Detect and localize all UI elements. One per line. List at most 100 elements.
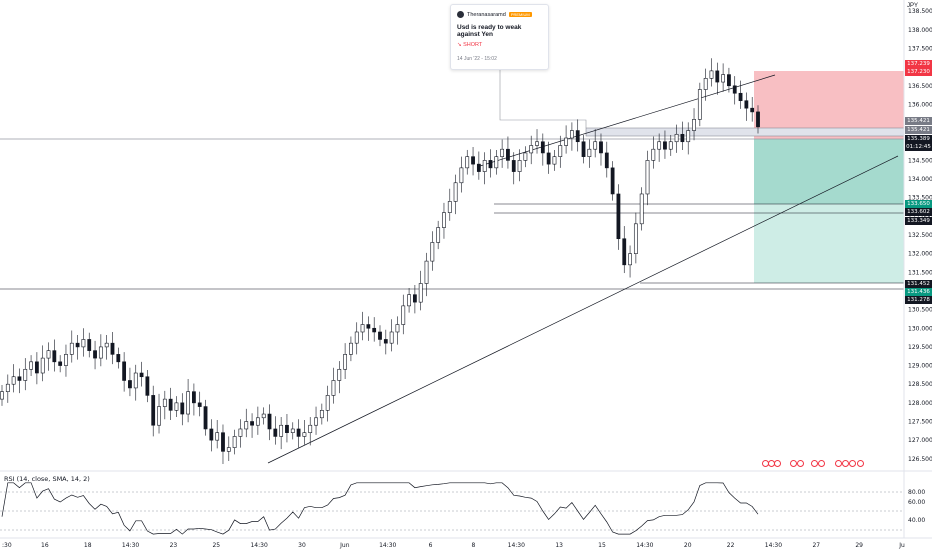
candle-body[interactable] [29,362,32,369]
candle-body[interactable] [698,90,701,120]
candle-body[interactable] [285,425,288,432]
candle-body[interactable] [687,131,690,142]
time-axis[interactable]: :30 16 18 14:30 23 25 14:30 30 Jun 14:30 6 8 14:30 13… [2,542,905,549]
candle-body[interactable] [140,373,143,377]
price-tag[interactable]: 135.421 [905,117,932,125]
candle-body[interactable] [262,414,265,418]
candle-body[interactable] [756,112,759,127]
candle-body[interactable] [163,399,166,406]
candle-body[interactable] [477,164,480,171]
event-flag-icon[interactable] [835,460,842,467]
candle-body[interactable] [291,429,294,433]
candle-body[interactable] [274,429,277,436]
candle-body[interactable] [402,306,405,325]
candle-body[interactable] [128,380,131,387]
idea-author[interactable]: Theranasaramd [467,12,506,18]
candle-body[interactable] [181,403,184,414]
candle-body[interactable] [59,362,62,366]
candle-body[interactable] [495,157,498,168]
candle-body[interactable] [692,119,695,130]
candle-body[interactable] [268,414,271,429]
candle-body[interactable] [70,343,73,354]
candle-body[interactable] [82,339,85,346]
candle-body[interactable] [594,142,597,149]
candle-body[interactable] [704,78,707,89]
candle-body[interactable] [146,377,149,396]
candle-body[interactable] [547,153,550,164]
candle-body[interactable] [722,75,725,82]
candle-body[interactable] [675,134,678,141]
candle-body[interactable] [233,436,236,447]
candle-body[interactable] [564,138,567,145]
candle-body[interactable] [640,194,643,224]
candle-body[interactable] [326,395,329,410]
candle-body[interactable] [623,239,626,265]
candle-body[interactable] [541,142,544,153]
candle-body[interactable] [157,407,160,426]
candle-body[interactable] [663,142,666,149]
candle-body[interactable] [117,354,120,361]
candle-body[interactable] [186,392,189,414]
candle-body[interactable] [570,131,573,138]
candle-body[interactable] [751,108,754,112]
candle-body[interactable] [745,101,748,108]
candle-body[interactable] [384,339,387,343]
candle-body[interactable] [6,384,9,391]
price-tag[interactable]: 131.436 [905,288,932,296]
candle-body[interactable] [681,134,684,141]
candle-body[interactable] [599,142,602,153]
candle-body[interactable] [256,418,259,425]
candle-body[interactable] [111,343,114,354]
candle-body[interactable] [605,153,608,168]
event-flag-icon[interactable] [811,460,818,467]
candle-body[interactable] [373,328,376,332]
idea-title[interactable]: Usd is ready to weak against Yen [457,24,542,38]
candle-body[interactable] [204,407,207,429]
candle-body[interactable] [518,160,521,171]
candle-body[interactable] [535,142,538,146]
rsi-axis[interactable]: 80.00 60.00 40.00 [908,489,925,524]
price-tag[interactable]: 133.650 [905,200,932,208]
candle-body[interactable] [134,373,137,388]
resistance-zone[interactable] [586,128,904,136]
candle-body[interactable] [198,403,201,407]
candle-body[interactable] [152,395,155,425]
candle-body[interactable] [355,332,358,343]
candle-body[interactable] [471,157,474,164]
candle-body[interactable] [652,149,655,160]
candle-body[interactable] [297,429,300,436]
candle-body[interactable] [361,325,364,332]
candle-body[interactable] [239,429,242,436]
price-tag[interactable]: 01:12:45 [905,143,932,151]
idea-card[interactable]: Theranasaramd PREMIUM Usd is ready to we… [450,4,549,70]
take-profit-zone-extension[interactable] [754,204,904,283]
candle-body[interactable] [35,362,38,373]
candle-body[interactable] [460,168,463,183]
candle-body[interactable] [344,354,347,369]
candle-body[interactable] [314,418,317,425]
candle-body[interactable] [582,142,585,157]
candle-body[interactable] [617,194,620,239]
candle-body[interactable] [227,448,230,452]
candle-body[interactable] [18,377,21,381]
candle-body[interactable] [489,160,492,167]
candle-body[interactable] [76,343,79,347]
candle-body[interactable] [93,351,96,358]
price-tag[interactable]: 135.421 [905,126,932,134]
candle-body[interactable] [175,403,178,410]
candle-body[interactable] [332,380,335,395]
price-tag[interactable]: 135.389 [905,135,932,143]
candle-body[interactable] [88,339,91,350]
candle-body[interactable] [437,228,440,243]
candle-body[interactable] [396,325,399,332]
candle-body[interactable] [466,157,469,168]
event-flag-icon[interactable] [842,460,849,467]
candle-body[interactable] [448,201,451,212]
candle-body[interactable] [47,351,50,358]
candle-body[interactable] [553,157,556,164]
candle-body[interactable] [739,93,742,100]
candle-body[interactable] [41,358,44,373]
candle-body[interactable] [634,224,637,254]
